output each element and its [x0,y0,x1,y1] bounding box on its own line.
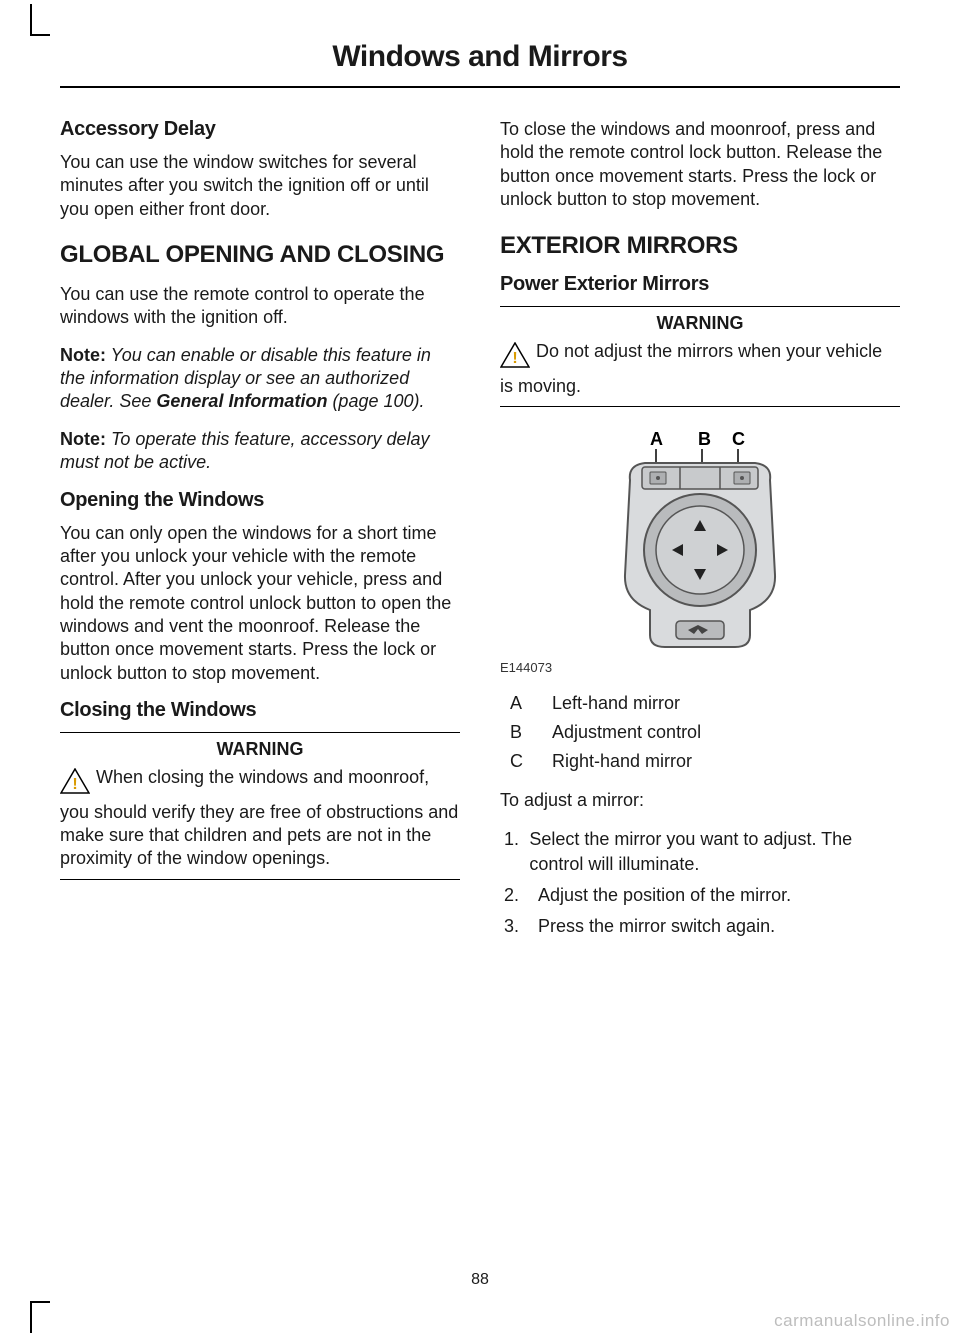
legend-row: C Right-hand mirror [500,747,900,776]
legend-key: A [500,689,552,718]
right-column: To close the windows and moonroof, press… [500,118,900,945]
opening-windows-heading: Opening the Windows [60,489,460,512]
step-text: Select the mirror you want to adjust. Th… [529,827,900,877]
note-tail: (page 100). [327,391,424,411]
diagram-label-a: A [650,429,663,449]
legend-row: B Adjustment control [500,718,900,747]
legend-key: C [500,747,552,776]
note-1: Note: You can enable or disable this fea… [60,344,460,414]
warning-body: ! When closing the windows and moonroof,… [60,766,460,880]
closing-windows-heading: Closing the Windows [60,699,460,722]
step-row: 1. Select the mirror you want to adjust.… [500,827,900,877]
note-label: Note: [60,345,106,365]
warning-heading: WARNING [60,732,460,760]
warning-icon: ! [500,342,530,374]
step-text: Adjust the position of the mirror. [538,883,791,908]
left-column: Accessory Delay You can use the window s… [60,118,460,945]
watermark: carmanualsonline.info [774,1311,950,1331]
legend-value: Left-hand mirror [552,689,680,718]
crop-mark [30,1301,50,1333]
warning-body: ! Do not adjust the mirrors when your ve… [500,340,900,407]
content-columns: Accessory Delay You can use the window s… [60,118,900,945]
global-opening-body: You can use the remote control to operat… [60,283,460,330]
step-number: 3. [500,914,538,939]
accessory-delay-heading: Accessory Delay [60,118,460,141]
diagram-legend: A Left-hand mirror B Adjustment control … [500,689,900,775]
adjust-intro: To adjust a mirror: [500,789,900,812]
page-number: 88 [0,1271,960,1289]
step-number: 2. [500,883,538,908]
manual-page: Windows and Mirrors Accessory Delay You … [0,0,960,1337]
svg-text:!: ! [72,776,77,793]
opening-windows-body: You can only open the windows for a shor… [60,522,460,686]
warning-text: When closing the windows and moonroof, y… [60,767,458,868]
warning-heading: WARNING [500,306,900,334]
step-number: 1. [500,827,529,877]
exterior-mirrors-heading: EXTERIOR MIRRORS [500,232,900,260]
crop-mark [30,4,50,36]
power-mirrors-heading: Power Exterior Mirrors [500,273,900,296]
diagram-label-c: C [732,429,745,449]
step-row: 2. Adjust the position of the mirror. [500,883,900,908]
accessory-delay-body: You can use the window switches for seve… [60,151,460,221]
page-title: Windows and Mirrors [60,40,900,88]
note-body: To operate this feature, accessory delay… [60,429,430,472]
step-text: Press the mirror switch again. [538,914,775,939]
legend-key: B [500,718,552,747]
diagram-label-b: B [698,429,711,449]
legend-row: A Left-hand mirror [500,689,900,718]
note-label: Note: [60,429,106,449]
diagram-code: E144073 [500,660,900,675]
step-row: 3. Press the mirror switch again. [500,914,900,939]
svg-text:!: ! [512,350,517,367]
legend-value: Adjustment control [552,718,701,747]
close-windows-para: To close the windows and moonroof, press… [500,118,900,212]
legend-value: Right-hand mirror [552,747,692,776]
mirror-control-diagram: A B C [500,425,900,660]
warning-icon: ! [60,768,90,800]
global-opening-heading: GLOBAL OPENING AND CLOSING [60,241,460,269]
note-ref: General Information [156,391,327,411]
warning-text: Do not adjust the mirrors when your vehi… [500,341,882,395]
note-2: Note: To operate this feature, accessory… [60,428,460,475]
